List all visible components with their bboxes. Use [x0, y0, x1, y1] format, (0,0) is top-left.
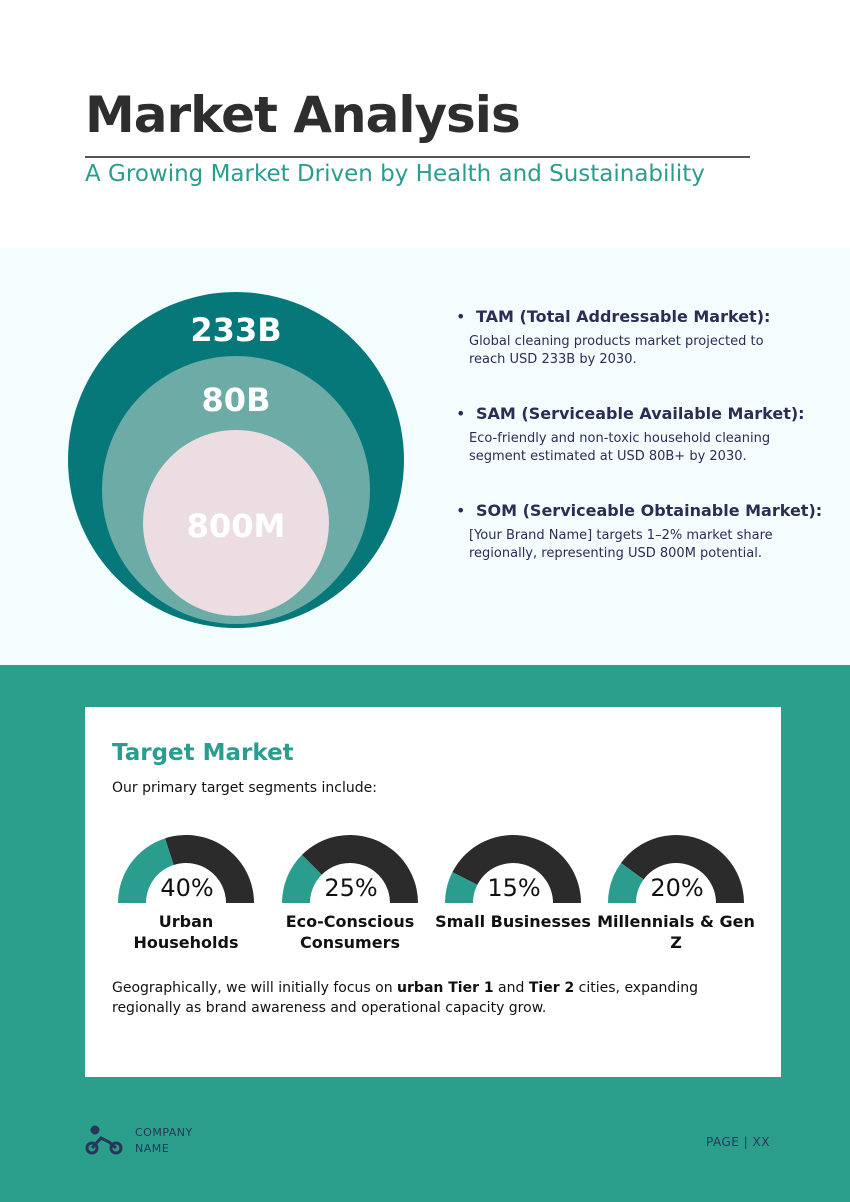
gauge-fill	[118, 838, 174, 903]
gauge-track	[620, 835, 744, 903]
item-text: regionally, representing USD 800M potent…	[469, 546, 763, 561]
som-circle	[143, 430, 329, 616]
gauge-label: Urban Households	[133, 912, 239, 952]
item-heading: SOM (Serviceable Obtainable Market):	[476, 501, 823, 520]
bold-text: Tier 2	[528, 980, 575, 996]
gauge-track	[164, 835, 254, 903]
gauge-value: 15%	[487, 874, 540, 902]
gauge-fill	[608, 863, 644, 903]
tam-value: 233B	[190, 311, 281, 349]
som-value: 800M	[187, 507, 286, 545]
item-text: Eco-friendly and non-toxic household cle…	[469, 431, 771, 446]
gauge-track	[301, 835, 418, 903]
geo-text: Geographically, we will initially focus …	[112, 978, 752, 1018]
item-text: [Your Brand Name] targets 1–2% market sh…	[469, 528, 773, 543]
gauge-label: Small Businesses	[435, 912, 591, 931]
item-text: reach USD 233B by 2030.	[469, 352, 637, 367]
page-title: Market Analysis	[85, 86, 521, 144]
title-rule	[85, 156, 750, 158]
gauge-track	[452, 834, 581, 903]
gauge-label: Millennials & Gen Z	[597, 912, 755, 952]
item-heading: SAM (Serviceable Available Market):	[476, 404, 805, 423]
gauge-value: 40%	[160, 874, 213, 902]
text: and	[493, 980, 529, 996]
section-title: Target Market	[112, 740, 294, 766]
company-name: NAME	[135, 1142, 170, 1155]
page-number: PAGE | XX	[706, 1135, 770, 1149]
logo	[85, 1125, 123, 1155]
sam-value: 80B	[202, 381, 271, 419]
bold-text: urban Tier 1	[397, 980, 494, 996]
bullet: •	[456, 307, 466, 326]
gauge-label: Eco-Conscious Consumers	[285, 912, 415, 952]
text: cities, expanding regionally as brand aw…	[112, 980, 698, 1016]
text: Geographically, we will initially focus …	[112, 980, 398, 996]
target-card	[85, 707, 781, 1077]
bullet: •	[456, 501, 466, 520]
page-subtitle: A Growing Market Driven by Health and Su…	[85, 161, 705, 187]
bullet: •	[456, 404, 466, 423]
company-name: COMPANY	[135, 1126, 193, 1139]
gauge-value: 25%	[324, 874, 377, 902]
gauge-fill	[282, 854, 322, 903]
intro-text: Our primary target segments include:	[112, 780, 377, 796]
gauge-value: 20%	[650, 874, 703, 902]
item-text: segment estimated at USD 80B+ by 2030.	[469, 449, 747, 464]
item-heading: TAM (Total Addressable Market):	[476, 307, 771, 326]
gauge-fill	[445, 872, 478, 903]
item-text: Global cleaning products market projecte…	[469, 334, 764, 349]
